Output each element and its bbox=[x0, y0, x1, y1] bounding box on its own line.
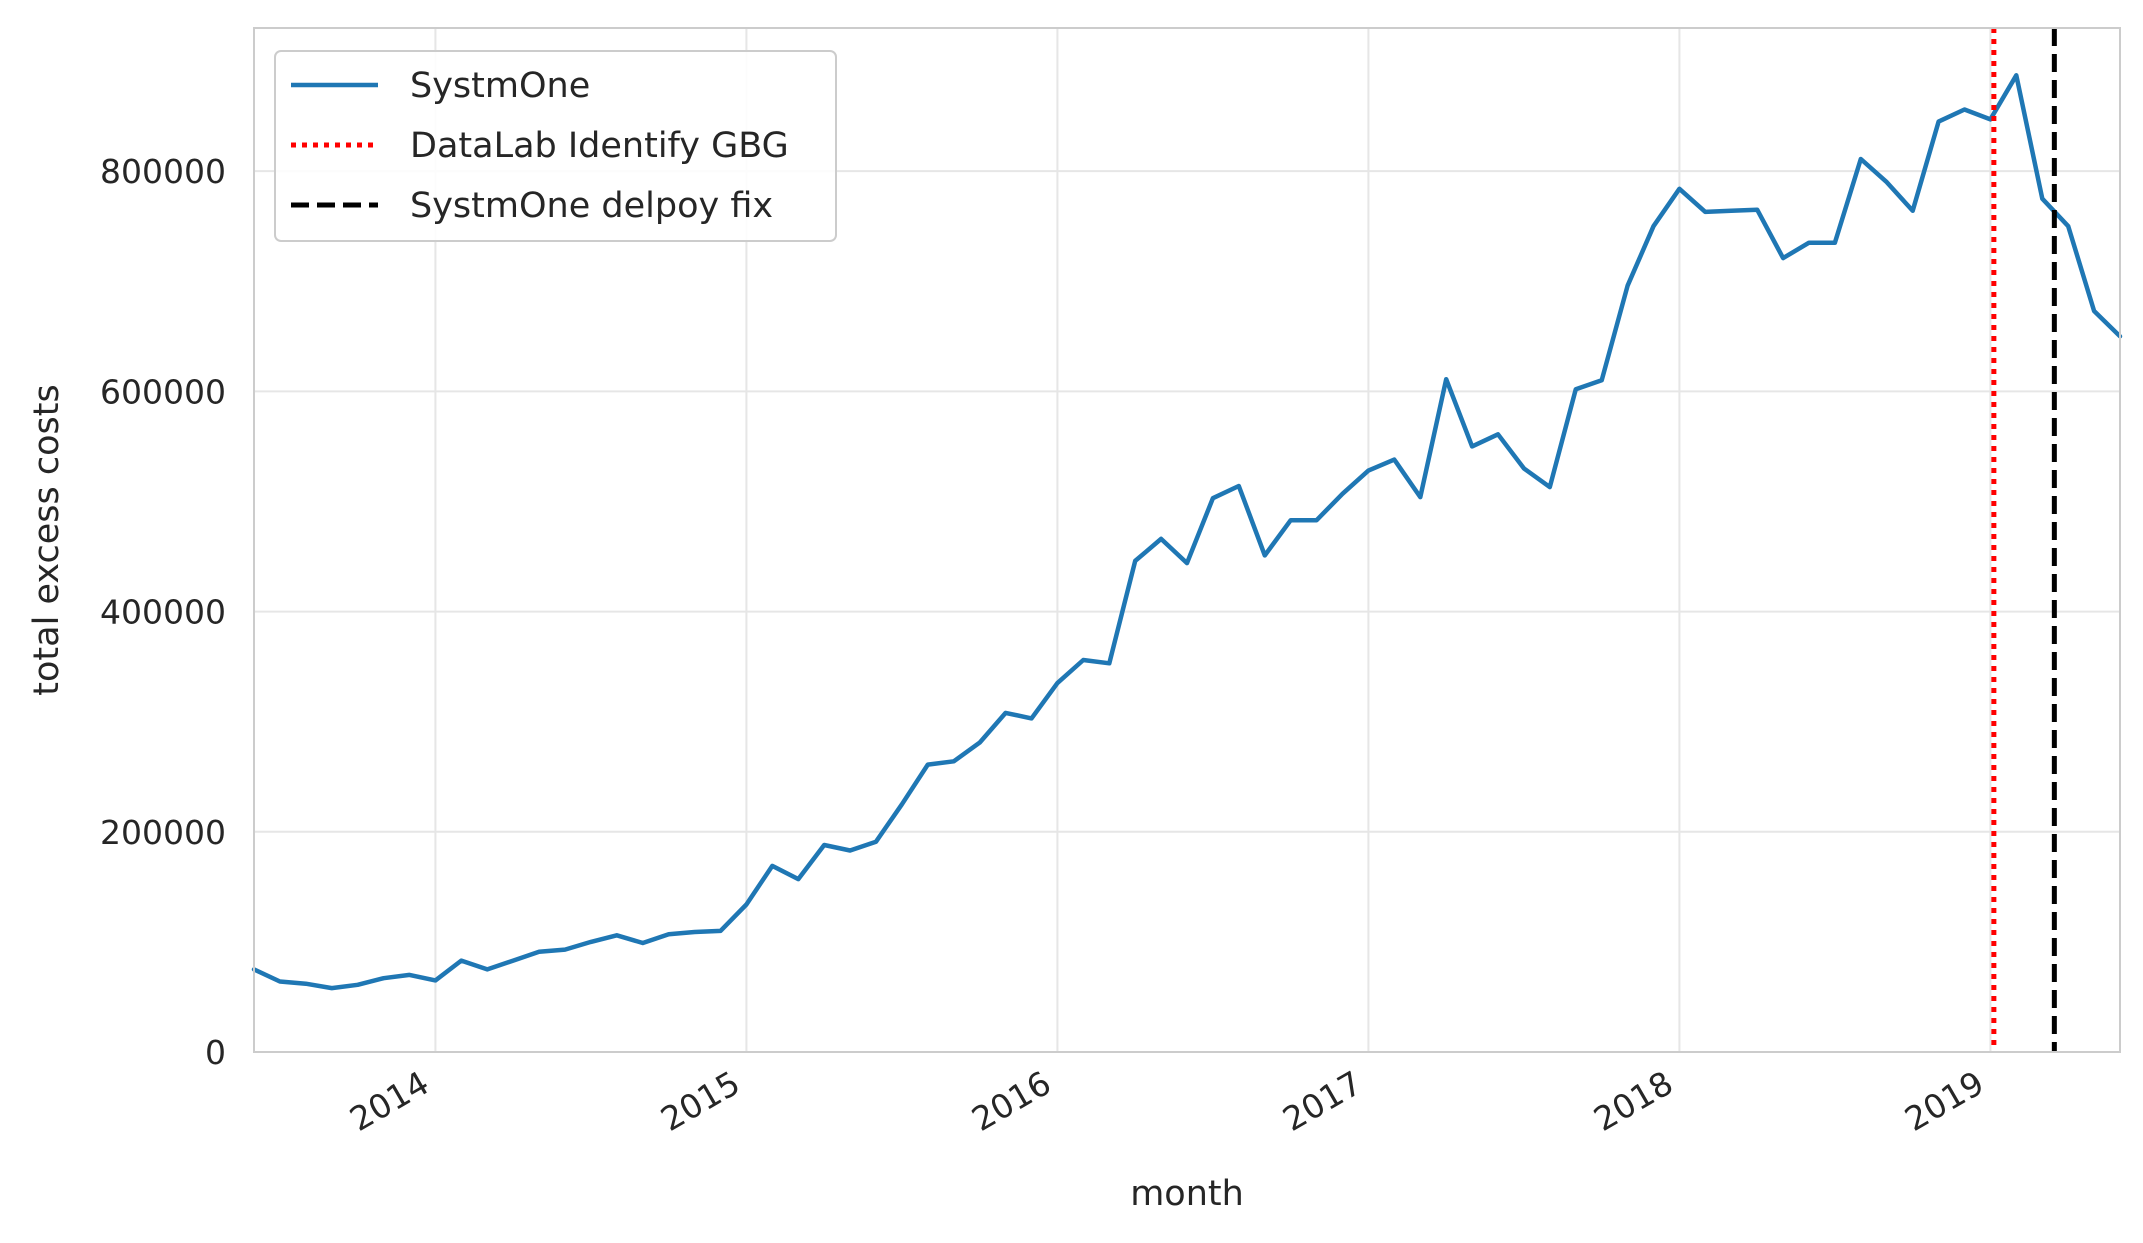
x-tick-label: 2016 bbox=[965, 1063, 1057, 1139]
y-tick-label: 0 bbox=[205, 1033, 226, 1072]
y-axis-ticks: 0 200000 400000 600000 800000 bbox=[100, 152, 226, 1072]
plot-frame bbox=[253, 27, 2121, 1053]
legend-entry-systmone-deploy-fix-label: SystmOne delpoy fix bbox=[410, 186, 773, 226]
x-tick-label: 2019 bbox=[1898, 1063, 1990, 1139]
y-tick-label: 400000 bbox=[100, 593, 226, 632]
series-line-systmone bbox=[251, 73, 2123, 991]
x-axis-label: month bbox=[1130, 1174, 1244, 1214]
x-tick-label: 2014 bbox=[343, 1063, 435, 1139]
x-axis-ticks: 2014 2015 2016 2017 2018 2019 bbox=[343, 1063, 1990, 1139]
y-axis-label: total excess costs bbox=[27, 384, 67, 695]
legend-entry-systmone-label: SystmOne bbox=[410, 66, 590, 106]
x-tick-label: 2017 bbox=[1276, 1063, 1368, 1139]
y-tick-label: 200000 bbox=[100, 813, 226, 852]
x-tick-label: 2015 bbox=[654, 1063, 746, 1139]
legend-entry-datalab-identify-gbg-label: DataLab Identify GBG bbox=[410, 126, 789, 166]
plot-area bbox=[251, 28, 2123, 1052]
y-tick-label: 600000 bbox=[100, 372, 226, 411]
legend-box bbox=[274, 50, 837, 242]
y-tick-label: 800000 bbox=[100, 152, 226, 191]
legend: SystmOne DataLab Identify GBG SystmOne del… bbox=[274, 50, 837, 242]
x-tick-label: 2018 bbox=[1587, 1063, 1679, 1139]
